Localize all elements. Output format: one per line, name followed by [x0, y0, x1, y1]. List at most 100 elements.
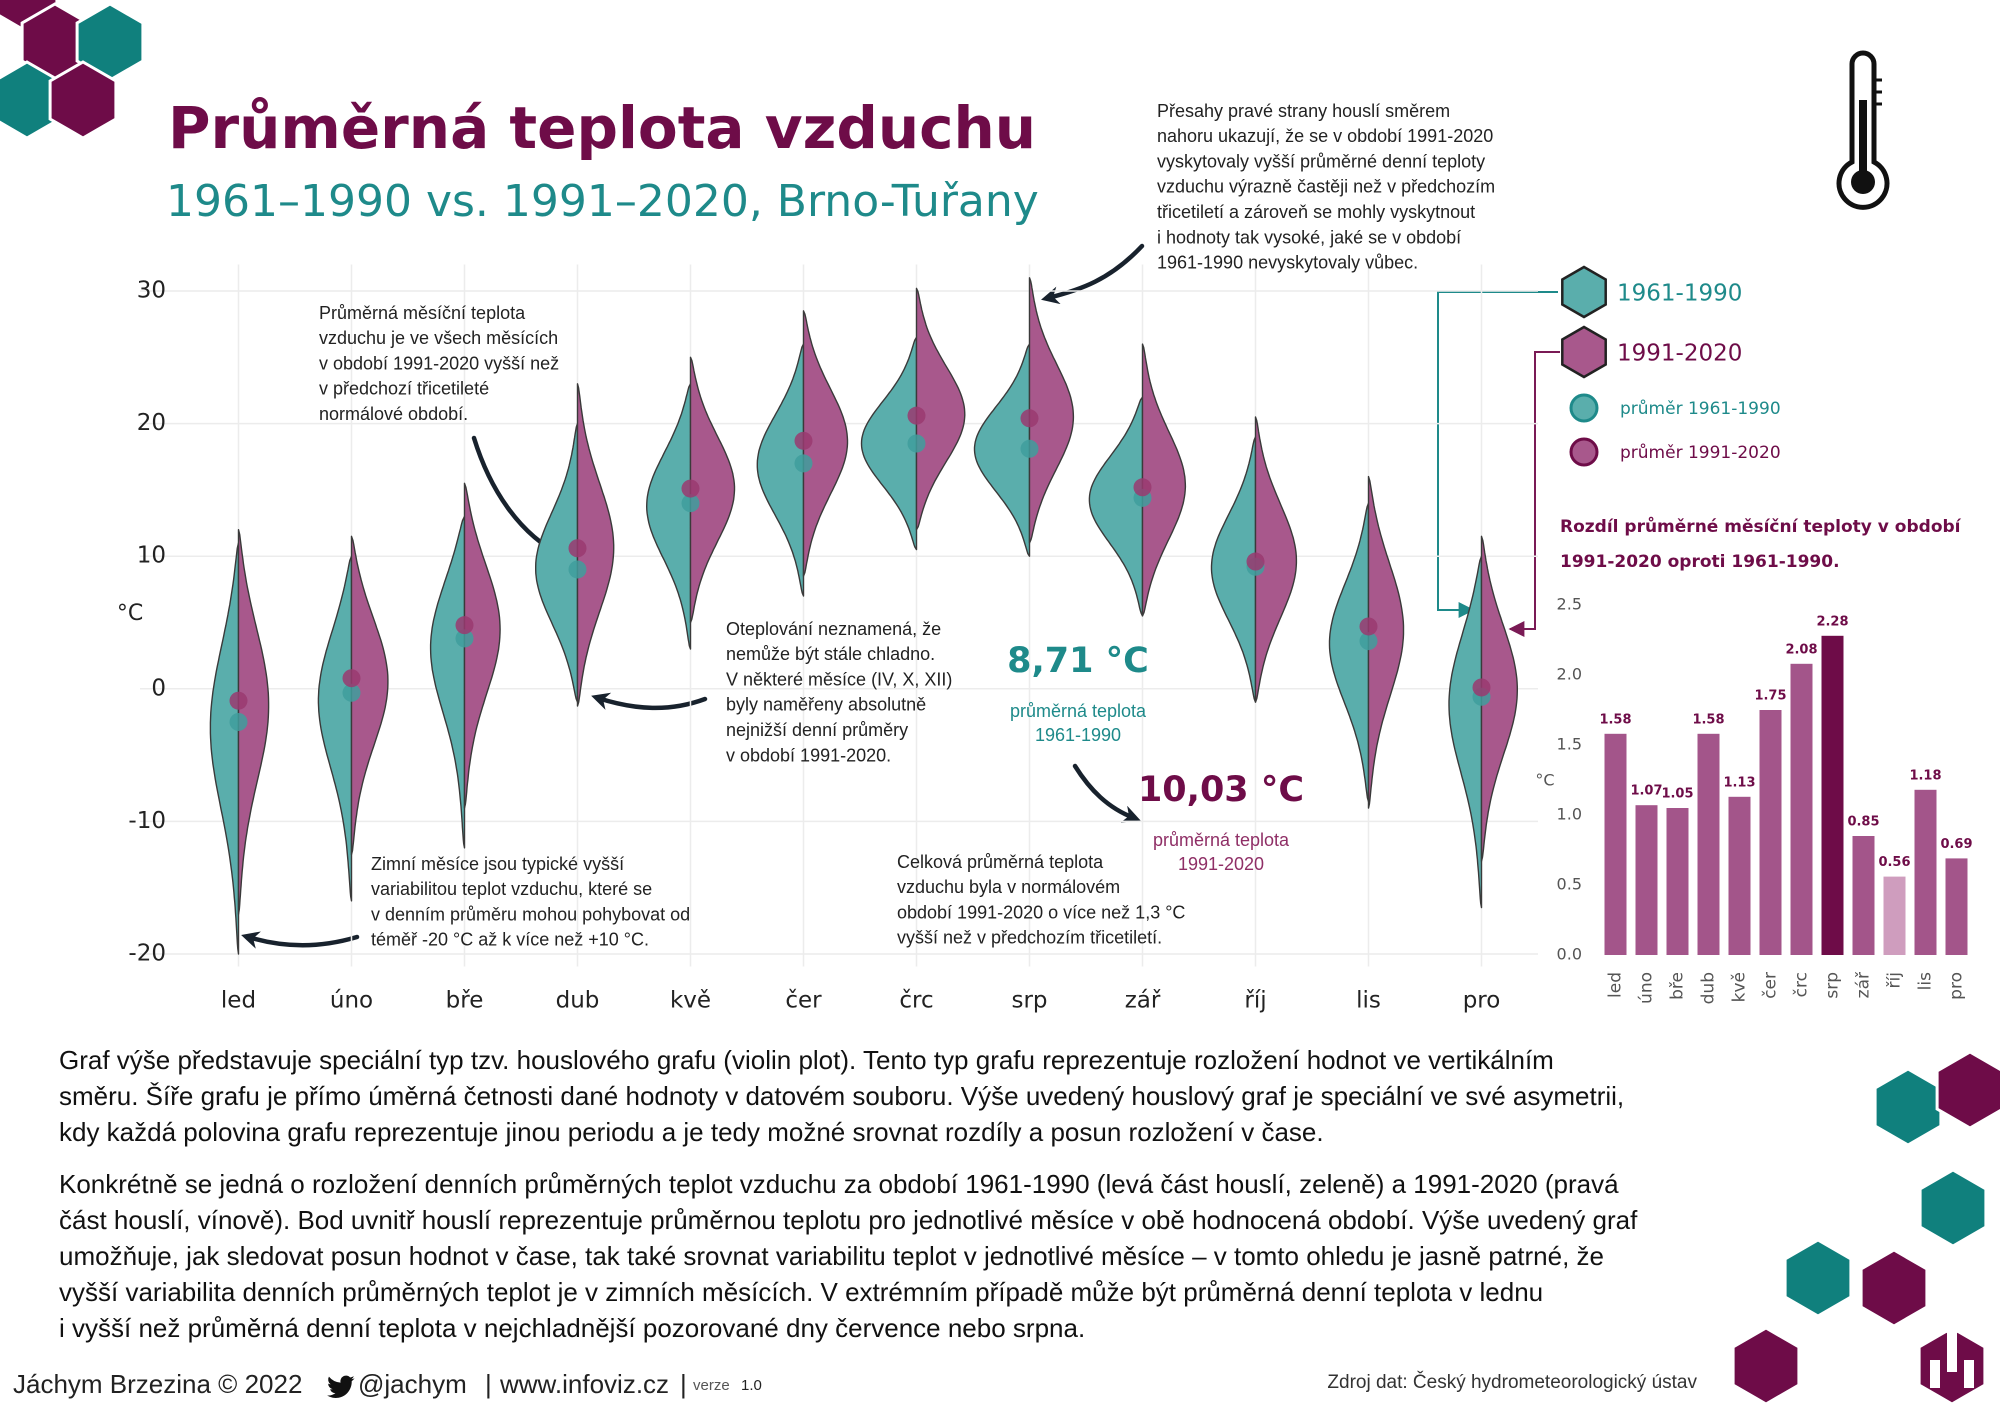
x-tick-label: lis [1356, 988, 1381, 1014]
annotation-line: V některé měsíce (IV, X, XII) [726, 669, 952, 689]
mean-dot [1133, 478, 1152, 497]
mean-dot [229, 712, 248, 731]
logo-bar [1964, 1360, 1974, 1388]
overall-value: 8,71 °C [1007, 641, 1149, 681]
bar [1790, 663, 1813, 955]
x-tick-label: zář [1125, 988, 1161, 1014]
violin-half [535, 422, 579, 703]
x-tick-label: říj [1885, 972, 1905, 988]
x-tick-label: úno [1637, 972, 1657, 1004]
bar [1945, 858, 1968, 955]
bar-value-label: 2.08 [1785, 642, 1817, 657]
violin-half [1328, 502, 1370, 803]
hexagon [1783, 1238, 1853, 1318]
annotation-line: normálové období. [319, 404, 468, 424]
legend-label: 1961-1990 [1617, 281, 1742, 307]
x-tick-label: led [1606, 972, 1626, 998]
x-tick-label: kvě [670, 988, 711, 1014]
annotation-line: nemůže být stále chladno. [726, 644, 935, 664]
mean-dot [1020, 409, 1039, 428]
bar-value-label: 1.75 [1754, 689, 1786, 704]
legend-connector [1508, 351, 1560, 637]
annotation-line: vyskytovaly vyšší průměrné denní teploty [1157, 151, 1485, 171]
x-tick-label: říj [1244, 988, 1266, 1014]
hexagon [1731, 1326, 1801, 1406]
thermometer-icon [1836, 50, 1890, 210]
x-tick-label: srp [1823, 972, 1843, 999]
y-tick-label: 2.0 [1557, 665, 1582, 684]
violin-half [317, 555, 353, 902]
mean-dot [1359, 617, 1378, 636]
annotation-line: třicetiletí a zároveň se mohly vyskytnou… [1157, 202, 1475, 222]
x-tick-label: črc [1792, 972, 1812, 997]
body-line: Graf výše představuje speciální typ tzv.… [59, 1045, 1554, 1075]
violin-half [463, 482, 501, 809]
bar-value-label: 0.56 [1878, 855, 1910, 870]
mean-dot [681, 479, 700, 498]
annotation-line: v předchozí třicetileté [319, 379, 489, 399]
annotation-line: v období 1991-2020 vyšší než [319, 353, 559, 373]
arrow [591, 692, 708, 711]
annotation-line: období 1991-2020 o více než 1,3 °C [897, 902, 1185, 922]
footer-web: www.infoviz.cz [499, 1369, 669, 1399]
annotation-line: Přesahy pravé strany houslí směrem [1157, 101, 1450, 121]
y-tick-label: 1.0 [1557, 805, 1582, 824]
y-tick-label: 20 [137, 410, 166, 436]
title: Průměrná teplota vzduchu [168, 94, 1036, 162]
bar [1666, 808, 1689, 955]
bar-value-label: 1.13 [1723, 775, 1755, 790]
mean-dot [794, 431, 813, 450]
arrow [1072, 763, 1141, 823]
hexagon [1859, 1248, 1929, 1328]
bar-value-label: 1.07 [1630, 784, 1662, 799]
x-tick-label: čer [785, 988, 822, 1014]
annotation-line: nejnižší denní průměry [726, 720, 908, 740]
violin-half [209, 542, 240, 955]
x-tick-label: črc [899, 988, 933, 1014]
x-tick-label: led [221, 988, 256, 1014]
bar [1883, 876, 1906, 955]
y-tick-label: -20 [128, 940, 166, 966]
y-tick-label: 30 [137, 278, 166, 304]
y-axis-label: °C [1535, 771, 1554, 790]
arrow [241, 931, 360, 949]
arrow [1041, 243, 1145, 305]
annotation-line: téměř -20 °C až k více než +10 °C. [371, 930, 649, 950]
mean-dot [342, 683, 361, 702]
annotation-line: variabilitou teplot vzduchu, které se [371, 879, 652, 899]
annotation-line: vzduchu výrazně častěji než v předchozím [1157, 177, 1495, 197]
bar-value-label: 0.69 [1940, 837, 1972, 852]
violin-half [646, 383, 692, 650]
annotation-line: Celková průměrná teplota [897, 852, 1104, 872]
violin-half [350, 535, 389, 856]
body-line: směru. Šíře grafu je přímo úměrná četnos… [59, 1081, 1624, 1111]
mean-dot [1472, 678, 1491, 697]
y-tick-label: 2.5 [1557, 595, 1582, 614]
body-line: i vyšší než průměrná denní teplota v nej… [59, 1313, 1085, 1343]
y-axis-label: °C [117, 601, 143, 626]
bar-chart-title: 1991-2020 oproti 1961-1990. [1560, 552, 1840, 572]
bar [1728, 796, 1751, 955]
logo-bar [1947, 1328, 1957, 1372]
bar-value-label: 2.28 [1816, 614, 1848, 629]
bar [1914, 789, 1937, 955]
x-tick-label: bře [1668, 972, 1688, 1000]
annotation-line: byly naměřeny absolutně [726, 695, 926, 715]
bar-value-label: 1.58 [1599, 712, 1631, 727]
footer-handle: @jachym [358, 1369, 467, 1399]
bar-value-label: 1.18 [1909, 768, 1941, 783]
violin-half [429, 515, 466, 849]
annotation-line: Oteplování neznamená, že [726, 619, 941, 639]
legend-mean-label: průměr 1991-2020 [1620, 443, 1781, 463]
x-tick-label: úno [330, 988, 373, 1014]
mean-dot [1020, 439, 1039, 458]
violin-half [1210, 436, 1257, 703]
bar-value-label: 1.58 [1692, 712, 1724, 727]
mean-dot [794, 454, 813, 473]
body-line: umožňuje, jak sledovat posun hodnot v ča… [59, 1241, 1604, 1271]
legend-mean-swatch [1569, 437, 1599, 467]
annotation-line: vyšší než v předchozím třicetiletí. [897, 928, 1162, 948]
violin-half [973, 343, 1031, 557]
annotation-line: Průměrná měsíční teplota [319, 303, 526, 323]
violin-half [1028, 277, 1075, 544]
